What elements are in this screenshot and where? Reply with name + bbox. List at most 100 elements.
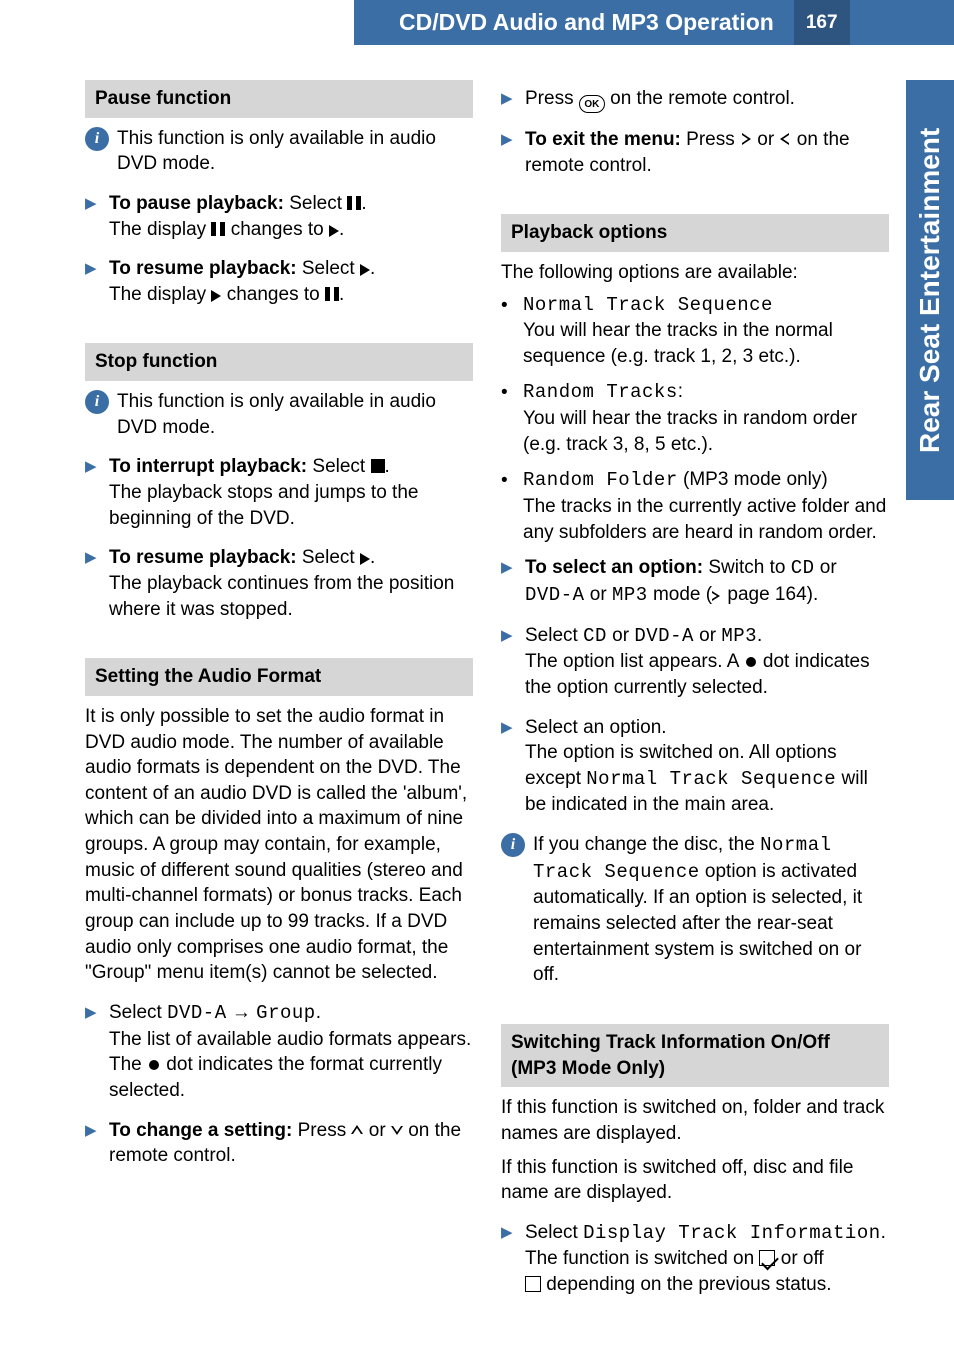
step-body: To resume playback: Select . The playbac…: [109, 545, 473, 622]
step-body: Press OK on the remote control.: [525, 86, 889, 113]
code: CD: [791, 557, 815, 579]
t: Select: [525, 1222, 583, 1243]
info-pause: i This function is only available in aud…: [85, 126, 473, 177]
code: Display Track Information: [583, 1222, 881, 1244]
right-column: ▶ Press OK on the remote control. ▶ To e…: [501, 80, 889, 1314]
step-body: Select DVD-A → Group. The list of availa…: [109, 1000, 473, 1104]
step-body: Select CD or DVD-A or MP3. The option li…: [525, 623, 889, 701]
step-pb-1: ▶ To select an option: Switch to CD or D…: [501, 555, 889, 608]
t: dot indicates the format currently selec…: [109, 1054, 442, 1101]
step-marker-icon: ▶: [85, 1003, 101, 1104]
checkbox-off-icon: [525, 1276, 541, 1292]
t: or: [694, 625, 721, 646]
step-stop-1: ▶ To interrupt playback: Select . The pl…: [85, 454, 473, 531]
info-stop: i This function is only available in aud…: [85, 389, 473, 440]
step-body: Select Display Track Information. The fu…: [525, 1220, 889, 1298]
step-pb-2: ▶ Select CD or DVD-A or MP3. The option …: [501, 623, 889, 701]
t: changes to: [221, 284, 325, 305]
header-title-text: CD/DVD Audio and MP3 Operation: [399, 7, 774, 38]
t: on the remote control.: [605, 88, 795, 109]
code: MP3: [612, 584, 648, 606]
bullet-body: Random Folder (MP3 mode only) The tracks…: [523, 467, 889, 545]
code: Normal Track Sequence: [586, 768, 836, 790]
t: Select: [109, 1002, 167, 1023]
ok-button-icon: OK: [579, 95, 605, 113]
step-af-2: ▶ To change a setting: Press or on the r…: [85, 1118, 473, 1169]
step-body: To interrupt playback: Select . The play…: [109, 454, 473, 531]
step-label: To exit the menu:: [525, 129, 681, 150]
t: page 164).: [722, 584, 818, 605]
t: Select: [297, 547, 360, 568]
page-header: CD/DVD Audio and MP3 Operation 167: [0, 0, 954, 45]
step-label: To resume playback:: [109, 547, 297, 568]
up-icon: [351, 1124, 363, 1136]
t: :: [678, 381, 683, 402]
para-audio-format: It is only possible to set the audio for…: [85, 704, 473, 986]
step-body: To exit the menu: Press or on the remote…: [525, 127, 889, 178]
step-marker-icon: ▶: [501, 626, 517, 701]
code: Random Tracks: [523, 381, 678, 403]
step-label: To pause playback:: [109, 193, 284, 214]
step-af-1: ▶ Select DVD-A → Group. The list of avai…: [85, 1000, 473, 1104]
step-body: To pause playback: Select . The display …: [109, 191, 473, 242]
t: The display: [109, 284, 211, 305]
trackinfo-p1: If this function is switched on, folder …: [501, 1095, 889, 1146]
heading-stop: Stop function: [85, 343, 473, 381]
step-marker-icon: ▶: [501, 558, 517, 608]
step-marker-icon: ▶: [85, 194, 101, 242]
play-icon: [360, 264, 370, 276]
t: changes to: [225, 219, 329, 240]
t: Select: [525, 625, 583, 646]
down-icon: [391, 1124, 403, 1136]
t: .: [757, 625, 762, 646]
heading-playback: Playback options: [501, 214, 889, 252]
step-body: To select an option: Switch to CD or DVD…: [525, 555, 889, 608]
step-stop-2: ▶ To resume playback: Select . The playb…: [85, 545, 473, 622]
code: DVD-A: [525, 584, 585, 606]
t: or: [752, 129, 779, 150]
t: mode (: [648, 584, 712, 605]
t: The display: [109, 219, 211, 240]
play-icon: [211, 290, 221, 302]
step-body: To change a setting: Press or on the rem…: [109, 1118, 473, 1169]
t: Switch to: [703, 557, 791, 578]
page-ref-icon: [712, 590, 722, 600]
dot-icon: [746, 657, 756, 667]
header-title-bar: CD/DVD Audio and MP3 Operation 167: [354, 0, 954, 45]
step-marker-icon: ▶: [501, 130, 517, 178]
info-text: This function is only available in audio…: [117, 126, 473, 177]
code: MP3: [721, 625, 757, 647]
step-pause-2: ▶ To resume playback: Select . The displ…: [85, 256, 473, 307]
step-body: To resume playback: Select . The display…: [109, 256, 473, 307]
code: Random Folder: [523, 469, 678, 491]
step-marker-icon: ▶: [85, 548, 101, 622]
t: Press: [681, 129, 740, 150]
bullet-dot: •: [501, 468, 515, 545]
step-top-1: ▶ Press OK on the remote control.: [501, 86, 889, 113]
step-marker-icon: ▶: [85, 457, 101, 531]
t: or off: [775, 1248, 823, 1269]
step-label: To interrupt playback:: [109, 456, 307, 477]
bullet-1: • Normal Track Sequence You will hear th…: [501, 292, 889, 370]
content-columns: Pause function i This function is only a…: [85, 80, 889, 1314]
bullet-3: • Random Folder (MP3 mode only) The trac…: [501, 467, 889, 545]
t: Select: [307, 456, 370, 477]
step-pause-1: ▶ To pause playback: Select . The displa…: [85, 191, 473, 242]
step-top-2: ▶ To exit the menu: Press or on the remo…: [501, 127, 889, 178]
info-text: If you change the disc, the Normal Track…: [533, 832, 889, 988]
bullet-body: Random Tracks: You will hear the tracks …: [523, 379, 889, 457]
page-number: 167: [794, 0, 850, 45]
right-icon: [740, 133, 752, 145]
info-playback: i If you change the disc, the Normal Tra…: [501, 832, 889, 988]
code: DVD-A: [167, 1002, 227, 1024]
t: You will hear the tracks in the normal s…: [523, 320, 833, 367]
code: Normal Track Sequence: [523, 294, 773, 316]
code: DVD-A: [634, 625, 694, 647]
t: (MP3 mode only): [678, 469, 828, 490]
pause-icon: [347, 196, 361, 210]
pause-icon: [325, 287, 339, 301]
play-icon: [360, 553, 370, 565]
left-icon: [779, 133, 791, 145]
t: You will hear the tracks in random order…: [523, 408, 857, 455]
t: The playback continues from the position…: [109, 573, 454, 620]
